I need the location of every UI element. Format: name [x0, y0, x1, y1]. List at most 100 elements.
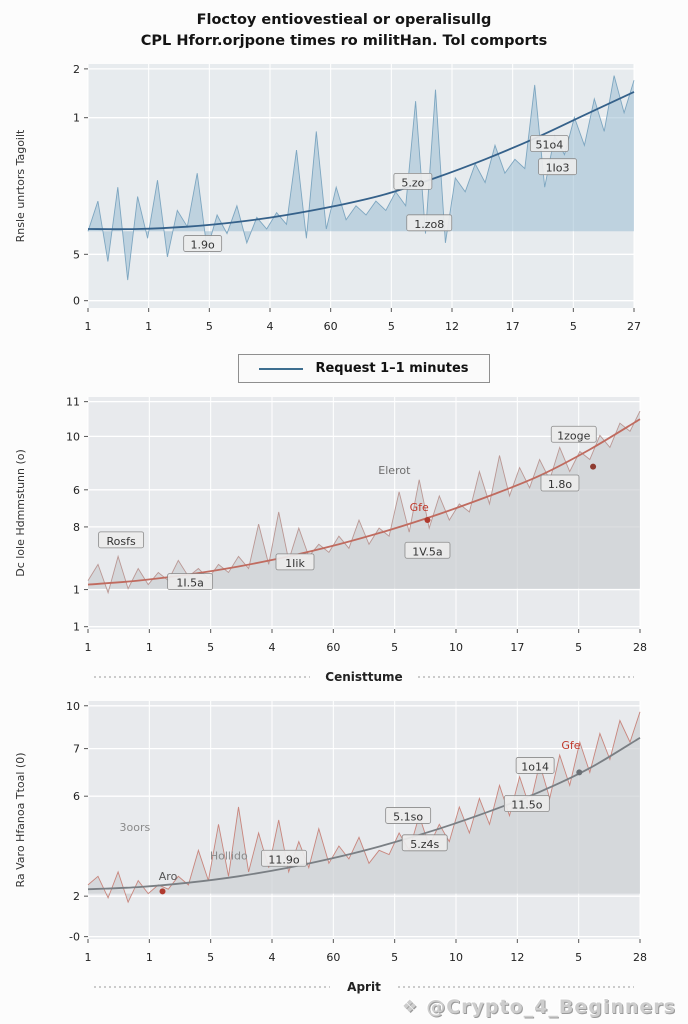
x-tick-label: 60 — [324, 320, 338, 333]
x-tick-label: 1 — [85, 951, 92, 964]
annotation-label: 1o14 — [521, 760, 549, 773]
annotation-box — [393, 172, 433, 190]
x-tick-label: 60 — [326, 641, 340, 654]
noise-area — [88, 411, 640, 593]
trend-line — [87, 737, 641, 891]
y-axis-title: Dc lole Hdmmstunn (o) — [14, 449, 27, 577]
x-tick-label: 1 — [145, 320, 152, 333]
x-tick-label: 17 — [506, 320, 520, 333]
annotation-label: 11.9o — [268, 853, 299, 866]
annotation-box — [261, 849, 307, 867]
x-tick-label: 5 — [575, 951, 582, 964]
annotation-label: Gfe — [410, 501, 429, 514]
annotation-label: 1.8o — [548, 478, 572, 491]
y-tick-label: -0 — [69, 931, 80, 944]
data-point-dot — [576, 769, 583, 776]
x-tick-label: 5 — [206, 320, 213, 333]
annotation-box — [538, 158, 577, 176]
x-tick-label: 1 — [146, 951, 153, 964]
annotation-box — [275, 553, 315, 571]
x-tick-label: 17 — [510, 641, 524, 654]
annotation-label: Aro — [159, 870, 178, 883]
y-axis-title: Rnsle unrtors Tagoilt — [14, 129, 27, 242]
legend: Request 1–1 minutes — [40, 354, 688, 384]
y-tick-label: 10 — [66, 430, 80, 443]
legend-label: Request 1–1 minutes — [315, 361, 469, 377]
y-tick-label: 5 — [73, 248, 80, 261]
x-axis-title: Aprit — [347, 980, 381, 994]
y-tick-label: 6 — [73, 790, 80, 803]
x-tick-label: 10 — [449, 951, 463, 964]
x-tick-label: 1 — [85, 641, 92, 654]
x-tick-label: 12 — [510, 951, 524, 964]
figure-title: Floctoy entiovestieal or operalisullg CP… — [0, 0, 688, 52]
y-tick-label: 7 — [73, 743, 80, 756]
annotation-label: 3oors — [120, 821, 151, 834]
data-point-dot — [159, 888, 166, 895]
x-axis-title: Cenisttume — [325, 670, 402, 684]
figure-title-line2: CPL Hforr.orjpone times ro militHan. Tol… — [140, 33, 548, 50]
x-tick-label: 5 — [570, 320, 577, 333]
data-point-dot — [590, 463, 597, 470]
x-tick-label: 10 — [449, 641, 463, 654]
x-tick-label: 28 — [633, 951, 647, 964]
annotation-label: 1I.5a — [176, 577, 203, 590]
annotation-box — [167, 573, 214, 591]
annotation-box — [385, 807, 432, 824]
y-tick-label: 1 — [73, 621, 80, 634]
watermark-text: @Crypto_4_Beginners — [426, 996, 676, 1018]
annotation-label: 5.z4s — [410, 838, 439, 851]
y-tick-label: 0 — [73, 295, 80, 308]
y-tick-label: 1 — [73, 584, 80, 597]
y-tick-label: 2 — [73, 63, 80, 76]
figure-title-line1: Floctoy entiovestieal or operalisullg — [196, 12, 492, 28]
x-tick-label: 4 — [269, 641, 276, 654]
x-tick-label: 28 — [633, 641, 647, 654]
x-tick-label: 5 — [388, 320, 395, 333]
annotation-box — [550, 425, 597, 443]
x-tick-label: 4 — [267, 320, 274, 333]
annotation-label: 1.zo8 — [414, 218, 444, 231]
annotation-label: 1Iik — [285, 557, 305, 570]
y-tick-label: 1 — [73, 112, 80, 125]
annotation-box — [401, 834, 448, 852]
y-tick-label: 6 — [73, 484, 80, 497]
annotation-box — [98, 531, 145, 549]
x-tick-label: 5 — [207, 641, 214, 654]
watermark-diamond-icon: ❖ — [401, 997, 419, 1017]
annotation-box — [540, 474, 580, 492]
y-tick-label: 2 — [73, 890, 80, 903]
noise-area — [88, 711, 640, 903]
x-tick-label: 1 — [146, 641, 153, 654]
x-tick-label: 5 — [575, 641, 582, 654]
annotation-label: Elerot — [378, 464, 411, 477]
x-tick-label: 12 — [445, 320, 459, 333]
annotation-box — [529, 135, 569, 152]
x-tick-label: 27 — [627, 320, 641, 333]
annotation-box — [515, 757, 555, 774]
annotation-label: Gfe — [561, 739, 580, 752]
annotation-label: Rosfs — [107, 535, 136, 548]
annotation-label: 5.1so — [393, 810, 423, 823]
legend-line-sample — [259, 367, 304, 370]
annotation-label: 11.5o — [511, 799, 542, 812]
x-tick-label: 5 — [391, 641, 398, 654]
chart-panel-bottom: 10 7 6 2 -0 1 1 5 4 60 5 10 12 5 28 Ra Varo Hfanoa Ttoa… — [14, 700, 647, 994]
annotation-label: 1zoge — [557, 429, 590, 442]
annotation-label: Hollido — [210, 850, 248, 863]
x-tick-label: 5 — [391, 951, 398, 964]
x-tick-label: 4 — [269, 951, 276, 964]
legend-box: Request 1–1 minutes — [238, 354, 490, 384]
annotation-label: 1Io3 — [546, 162, 570, 175]
x-tick-label: 1 — [85, 320, 92, 333]
watermark: ❖ @Crypto_4_Beginners — [402, 996, 676, 1018]
annotation-label: 1V.5a — [412, 545, 442, 558]
data-point-dot — [424, 516, 431, 523]
annotation-box — [503, 795, 550, 812]
annotation-label: 51o4 — [536, 139, 564, 152]
x-tick-label: 5 — [207, 951, 214, 964]
y-tick-label: 10 — [66, 700, 80, 713]
